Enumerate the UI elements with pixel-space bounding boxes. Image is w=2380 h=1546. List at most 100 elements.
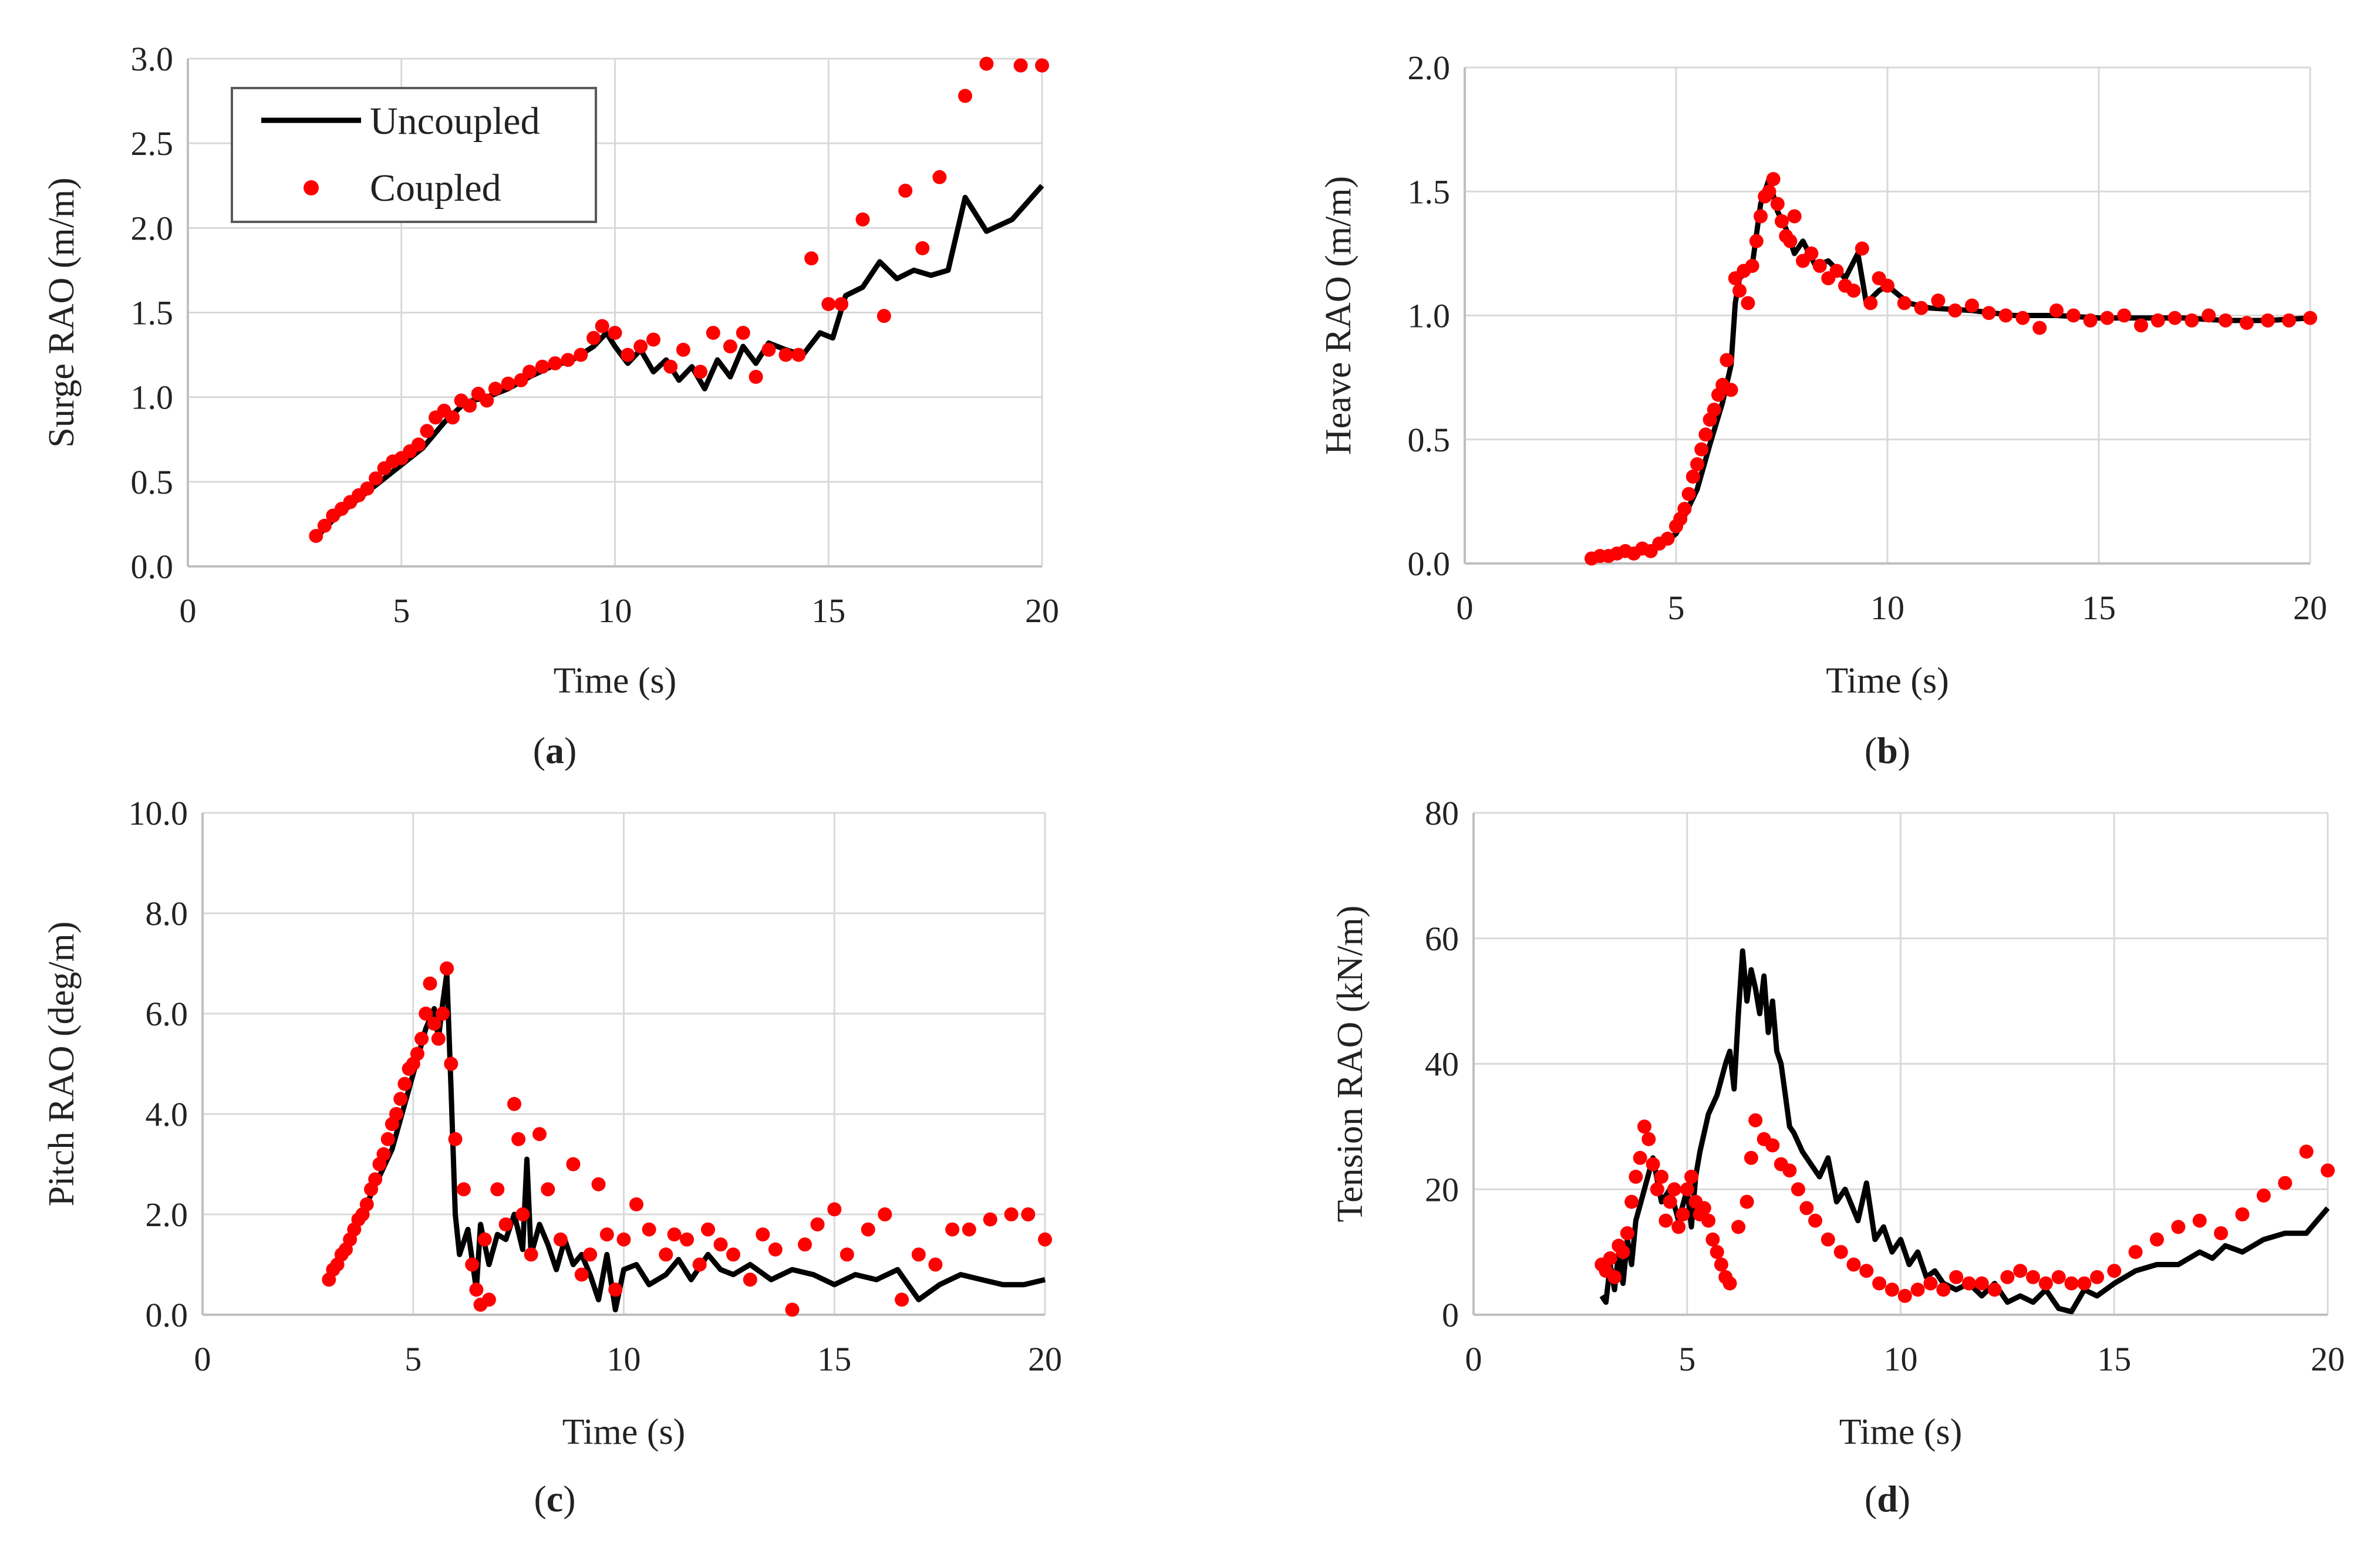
data-point-coupled [1740,1194,1754,1209]
data-point-coupled [659,1247,673,1262]
data-point-coupled [2015,310,2030,325]
x-tick-label: 15 [2082,589,2116,627]
data-point-coupled [1684,1169,1698,1184]
data-point-coupled [469,1282,484,1297]
data-point-coupled [1923,1276,1938,1291]
y-tick-label: 2.5 [131,124,174,163]
data-point-coupled [1705,1232,1720,1247]
data-point-coupled [1863,296,1878,310]
y-tick-label: 80 [1425,794,1459,832]
data-point-coupled [663,359,678,374]
data-point-coupled [1629,1169,1643,1184]
x-tick-label: 20 [2293,589,2327,627]
y-tick-label: 2.0 [1408,49,1451,87]
data-point-coupled [1710,1245,1724,1260]
data-point-coupled [778,347,793,362]
data-point-coupled [561,353,575,367]
chart-panel-b: 0.0 0.5 1.0 1.5 2.0 0 5 10 15 20 Time (s) Heave RAO… [1319,49,2327,771]
data-point-coupled [2032,320,2047,335]
data-point-coupled [2064,1276,2079,1291]
data-point-coupled [726,1247,740,1262]
data-point-coupled [380,1132,395,1146]
data-point-coupled [490,1182,505,1197]
data-point-coupled [2256,1188,2271,1203]
data-point-coupled [756,1227,770,1242]
data-point-coupled [1754,209,1768,224]
legend-coupled-marker [304,180,319,195]
data-point-coupled [1812,259,1827,273]
y-tick-label: 1.0 [131,379,174,417]
data-point-coupled [440,961,454,975]
data-point-coupled [414,1031,429,1046]
data-point-coupled [1671,1220,1686,1234]
x-tick-label: 15 [817,1340,851,1378]
data-point-coupled [608,326,622,340]
data-point-coupled [2299,1145,2314,1159]
data-point-coupled [2150,313,2165,328]
data-point-coupled [1808,1213,1822,1228]
data-point-coupled [2051,1270,2066,1284]
data-point-coupled [431,1031,446,1046]
x-tick-label: 5 [393,592,410,630]
data-point-coupled [680,1232,695,1247]
x-tick-label: 5 [1678,1340,1695,1378]
x-tick-label: 5 [404,1340,422,1378]
data-point-coupled [360,481,375,496]
data-point-coupled [1910,1282,1925,1297]
data-point-coupled [2185,313,2199,328]
data-point-coupled [1633,1150,1647,1165]
data-point-coupled [2282,313,2296,328]
x-tick-label: 10 [1870,589,1904,627]
data-point-coupled [1697,1201,1711,1216]
y-tick-label: 0.0 [131,548,174,586]
x-axis-label: Time (s) [1839,1412,1963,1452]
data-point-coupled [911,1247,926,1262]
data-point-coupled [1722,1276,1737,1291]
data-point-coupled [1637,1119,1651,1134]
data-point-coupled [1833,1245,1848,1260]
y-tick-label: 40 [1425,1045,1459,1083]
y-tick-label: 1.5 [131,294,174,332]
data-point-coupled [676,342,690,357]
data-point-coupled [1846,283,1861,298]
data-point-coupled [1698,427,1713,442]
data-point-coupled [667,1227,682,1242]
data-point-coupled [723,339,737,354]
data-point-coupled [749,370,763,384]
chart-panel-c: 0.0 2.0 4.0 6.0 8.0 10.0 0 5 10 15 20 Time (s) Pitch… [42,794,1062,1520]
data-point-coupled [2171,1220,2186,1234]
data-point-coupled [1987,1282,2002,1297]
y-tick-label: 10.0 [129,794,188,832]
data-point-coupled [1998,308,2013,323]
x-tick-label: 10 [607,1340,641,1378]
data-point-coupled [1690,457,1704,471]
data-point-coupled [1762,184,1776,199]
data-point-coupled [915,241,930,255]
data-point-coupled [633,339,648,354]
y-tick-label: 0.0 [146,1296,188,1334]
data-point-coupled [2100,310,2115,325]
data-point-coupled [2278,1176,2293,1190]
data-point-coupled [810,1217,825,1232]
data-point-coupled [553,1232,568,1247]
data-point-coupled [410,1047,424,1061]
panel-label: (a) [533,730,577,771]
y-axis-label: Surge RAO (m/m) [42,177,82,447]
data-point-coupled [1821,1232,1835,1247]
x-tick-label: 0 [180,592,197,630]
data-point-coupled [1782,1163,1797,1178]
data-point-coupled [1676,1207,1690,1221]
data-point-coupled [958,89,972,103]
y-tick-label: 0.5 [131,463,174,501]
data-point-coupled [1038,1232,1052,1247]
data-point-coupled [1663,1194,1677,1209]
data-point-coupled [2049,303,2064,318]
chart-panel-d: 0 20 40 60 80 0 5 10 15 20 Time (s) Tension RAO (kN… [1330,794,2345,1520]
data-point-coupled [488,382,503,396]
data-point-coupled [1681,487,1696,501]
y-tick-label: 1.0 [1408,297,1451,335]
data-point-coupled [1948,303,1963,318]
x-tick-label: 15 [2097,1340,2131,1378]
data-point-coupled [1720,353,1734,367]
data-point-coupled [419,1007,433,1021]
